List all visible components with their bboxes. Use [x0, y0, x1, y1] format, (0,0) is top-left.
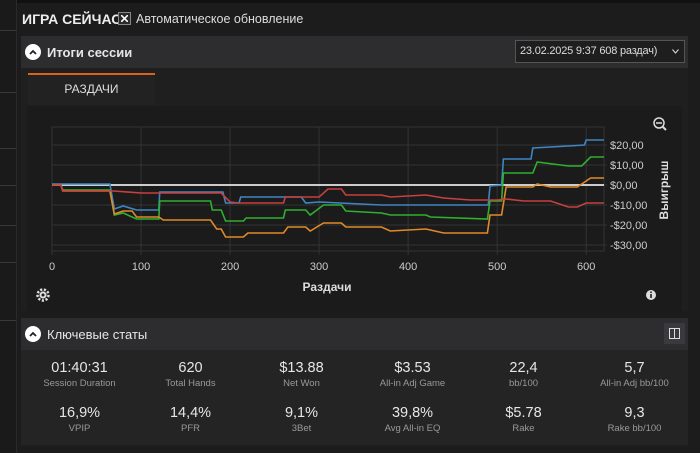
key-stats-grid: 01:40:31 Session Duration 620 Total Hands $1…	[21, 350, 688, 445]
stat-item: 39,8% Avg All-in EQ	[357, 405, 468, 434]
stat-value: 9,1%	[284, 405, 319, 421]
stat-label: VPIP	[68, 423, 91, 434]
y-tick-label: -$30,00	[610, 240, 647, 252]
stat-item: $3.53 All-in Adj Game	[357, 360, 468, 389]
y-tick-label: -$10,00	[610, 200, 647, 212]
stat-label: Session Duration	[43, 378, 116, 389]
stat-label: Rake	[512, 423, 535, 434]
stat-item: $13.88 Net Won	[246, 360, 357, 389]
tab-hands[interactable]: РАЗДАЧИ	[28, 73, 155, 105]
x-tick-label: 100	[132, 261, 150, 273]
stat-value: 9,3	[624, 405, 645, 421]
stat-value: $3.53	[394, 360, 431, 376]
x-tick-label: 400	[399, 261, 417, 273]
y-tick-label: $0,00	[610, 180, 638, 192]
y-tick-label: -$20,00	[610, 220, 647, 232]
stat-label: Avg All-in EQ	[384, 423, 441, 434]
x-tick-label: 600	[577, 261, 595, 273]
stat-value: $5.78	[505, 405, 542, 421]
stat-item: 01:40:31 Session Duration	[24, 360, 135, 389]
stat-item: 16,9% VPIP	[24, 405, 135, 434]
stat-value: $13.88	[279, 360, 324, 376]
check-x-icon	[121, 15, 128, 22]
stat-item: $5.78 Rake	[468, 405, 579, 434]
stat-item: 620 Total Hands	[135, 360, 246, 389]
x-tick-label: 0	[49, 261, 55, 273]
stat-label: Rake bb/100	[607, 423, 662, 434]
stat-label: All-in Adj bb/100	[600, 378, 669, 389]
y-tick-label: $10,00	[610, 160, 644, 172]
x-tick-label: 300	[310, 261, 328, 273]
stat-label: Net Won	[283, 378, 320, 389]
session-panel-header: Итоги сессии 23.02.2025 9:37 608 раздач)	[21, 36, 688, 68]
chevron-down-icon	[672, 49, 679, 54]
key-stats-title: Ключевые статы	[47, 327, 148, 342]
stat-item: 14,4% PFR	[135, 405, 246, 434]
stat-label: Total Hands	[165, 378, 216, 389]
stat-value: 22,4	[509, 360, 538, 376]
stat-label: All-in Adj Game	[379, 378, 446, 389]
session-select-value: 23.02.2025 9:37 608 раздач)	[520, 45, 658, 57]
collapse-chevron-icon[interactable]	[25, 326, 41, 342]
series-line-3	[52, 184, 604, 208]
stat-value: 39,8%	[391, 405, 434, 421]
chart-area	[27, 106, 682, 311]
stat-item: 9,1% 3Bet	[246, 405, 357, 434]
stat-value: 01:40:31	[51, 360, 108, 376]
top-border	[0, 0, 700, 3]
page-title: ИГРА СЕЙЧАС	[22, 11, 122, 27]
left-sidebar	[0, 0, 17, 453]
session-panel: Итоги сессии 23.02.2025 9:37 608 раздач)…	[21, 36, 688, 311]
series-line-0	[52, 139, 604, 211]
columns-layout-icon[interactable]	[664, 323, 685, 344]
stat-label: 3Bet	[291, 423, 312, 434]
stat-value: 5,7	[624, 360, 645, 376]
x-tick-label: 200	[221, 261, 239, 273]
stat-item: 22,4 bb/100	[468, 360, 579, 389]
y-tick-label: $20,00	[610, 140, 644, 152]
stat-item: 9,3 Rake bb/100	[579, 405, 690, 434]
x-tick-label: 500	[488, 261, 506, 273]
session-panel-title: Итоги сессии	[47, 45, 133, 60]
zoom-out-icon[interactable]	[653, 117, 667, 131]
key-stats-header: Ключевые статы	[21, 318, 688, 350]
collapse-chevron-icon[interactable]	[25, 44, 41, 60]
key-stats-panel: Ключевые статы 01:40:31 Session Duration 6…	[21, 318, 688, 446]
stat-label: PFR	[181, 423, 200, 434]
auto-refresh-checkbox[interactable]	[118, 12, 131, 25]
auto-refresh-label[interactable]: Автоматическое обновление	[136, 12, 304, 26]
series-line-2	[52, 177, 604, 238]
info-icon[interactable]	[646, 290, 656, 300]
stat-label: bb/100	[508, 378, 539, 389]
y-axis-label: Выигрыш	[657, 161, 671, 220]
stat-item: 5,7 All-in Adj bb/100	[579, 360, 690, 389]
stat-value: 16,9%	[58, 405, 101, 421]
stat-value: 620	[178, 360, 203, 376]
settings-gear-icon[interactable]	[36, 288, 50, 302]
session-select[interactable]: 23.02.2025 9:37 608 раздач)	[515, 40, 685, 63]
series-line-1	[52, 156, 604, 222]
x-axis-label: Раздачи	[303, 280, 352, 294]
stat-value: 14,4%	[169, 405, 212, 421]
